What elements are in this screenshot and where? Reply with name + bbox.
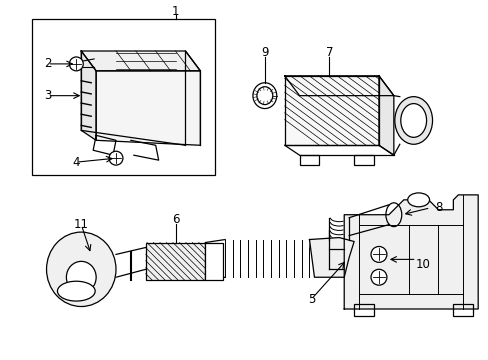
Ellipse shape xyxy=(46,232,116,306)
Text: 5: 5 xyxy=(307,293,315,306)
Polygon shape xyxy=(378,76,393,155)
Text: 7: 7 xyxy=(325,46,332,59)
Bar xyxy=(353,155,373,165)
Bar xyxy=(452,304,472,316)
Bar xyxy=(353,304,373,316)
Ellipse shape xyxy=(66,261,96,293)
Text: 6: 6 xyxy=(171,213,179,226)
Polygon shape xyxy=(309,238,353,277)
Text: 3: 3 xyxy=(44,89,51,102)
Ellipse shape xyxy=(57,281,95,301)
Text: 9: 9 xyxy=(261,46,268,59)
Text: 10: 10 xyxy=(415,258,430,271)
Text: 2: 2 xyxy=(44,57,51,71)
Bar xyxy=(299,155,319,165)
Circle shape xyxy=(69,57,83,71)
Polygon shape xyxy=(284,76,393,96)
Ellipse shape xyxy=(407,193,428,207)
Bar xyxy=(145,243,205,280)
Text: 1: 1 xyxy=(171,5,179,18)
Polygon shape xyxy=(96,71,200,145)
Text: 8: 8 xyxy=(434,201,441,214)
Circle shape xyxy=(109,151,122,165)
Text: 11: 11 xyxy=(74,218,89,231)
Polygon shape xyxy=(81,51,96,140)
Polygon shape xyxy=(284,76,378,145)
Ellipse shape xyxy=(394,96,432,144)
Polygon shape xyxy=(344,195,477,309)
Bar xyxy=(205,243,223,280)
Ellipse shape xyxy=(400,104,426,137)
Circle shape xyxy=(370,247,386,262)
Circle shape xyxy=(370,269,386,285)
Polygon shape xyxy=(81,51,200,71)
Text: 4: 4 xyxy=(72,156,80,168)
Bar xyxy=(32,19,215,175)
